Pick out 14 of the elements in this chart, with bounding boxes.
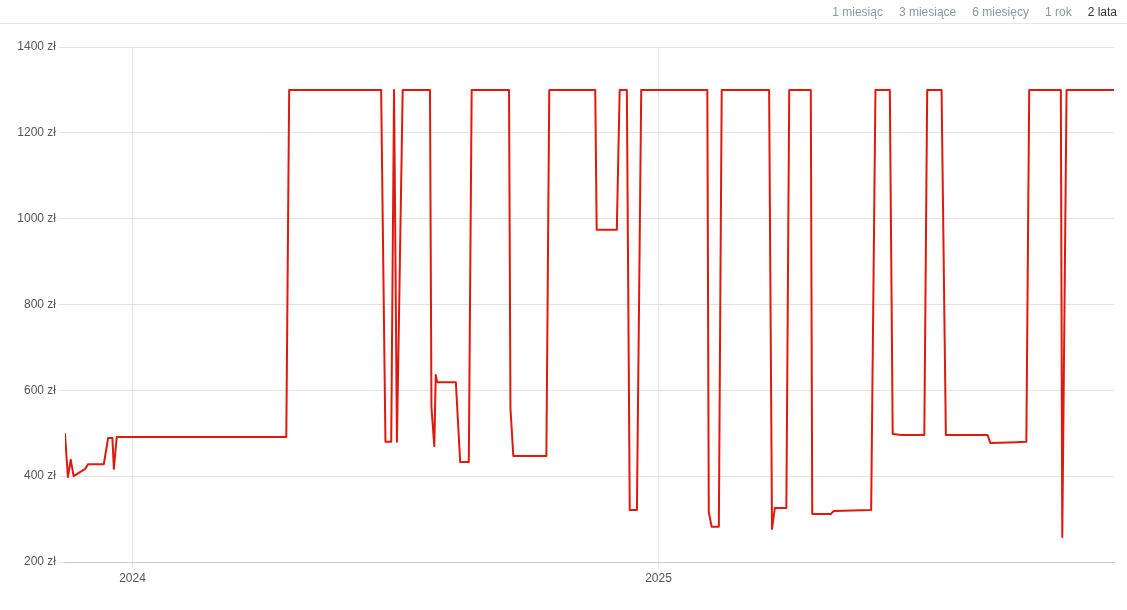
text: 1 miesiąc (832, 4, 883, 19)
y-tick-label: 800 zł (23, 296, 57, 311)
x-tick-label: 2024 (119, 570, 147, 585)
text: 1 rok (1044, 4, 1072, 19)
y-tick-label: 200 zł (23, 554, 57, 569)
text: 2 lata (1087, 4, 1117, 19)
y-tick-label: 1200 zł (17, 125, 57, 140)
y-tick-label: 600 zł (23, 382, 57, 397)
y-tick-label: 400 zł (23, 468, 57, 483)
text: 3 miesiące (898, 4, 957, 19)
text: 6 miesięcy (972, 4, 1029, 19)
y-tick-label: 1000 zł (17, 210, 57, 225)
y-tick-label: 1400 zł (17, 39, 57, 54)
x-tick-label: 2025 (645, 570, 673, 585)
